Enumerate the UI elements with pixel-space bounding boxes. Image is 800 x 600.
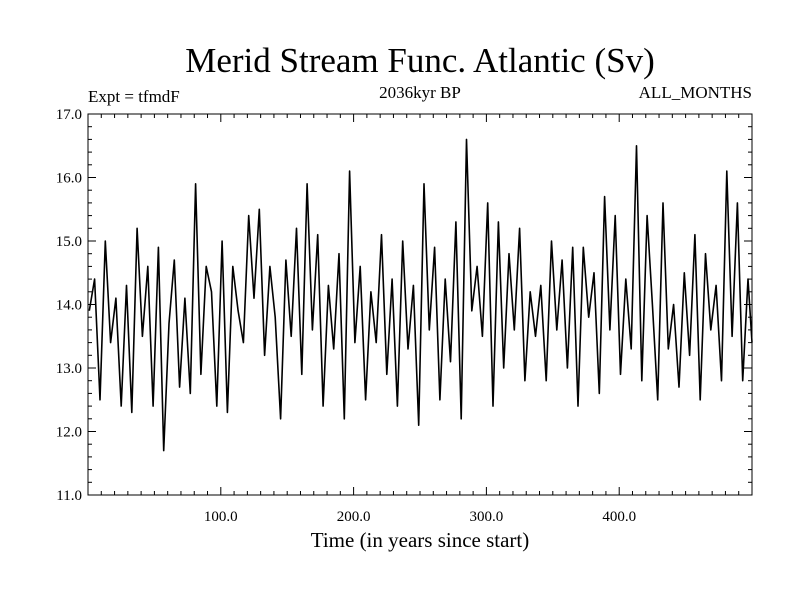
experiment-label: Expt = tfmdF [88,87,180,106]
y-tick-label: 13.0 [56,361,82,377]
plot-area [88,138,753,452]
y-tick-label: 16.0 [56,171,82,187]
series-line-0 [88,138,753,452]
period-label: 2036kyr BP [379,83,461,102]
y-tick-label: 11.0 [56,488,82,504]
x-tick-label: 200.0 [337,509,371,525]
x-tick-label: 300.0 [470,509,504,525]
y-tick-label: 15.0 [56,234,82,250]
chart-title: Merid Stream Func. Atlantic (Sv) [185,41,655,80]
y-tick-label: 12.0 [56,425,82,441]
months-label: ALL_MONTHS [639,83,752,102]
y-tick-label: 14.0 [56,298,82,314]
x-axis-label: Time (in years since start) [311,528,530,552]
y-tick-label: 17.0 [56,107,82,123]
x-tick-label: 100.0 [204,509,238,525]
x-tick-label: 400.0 [602,509,636,525]
